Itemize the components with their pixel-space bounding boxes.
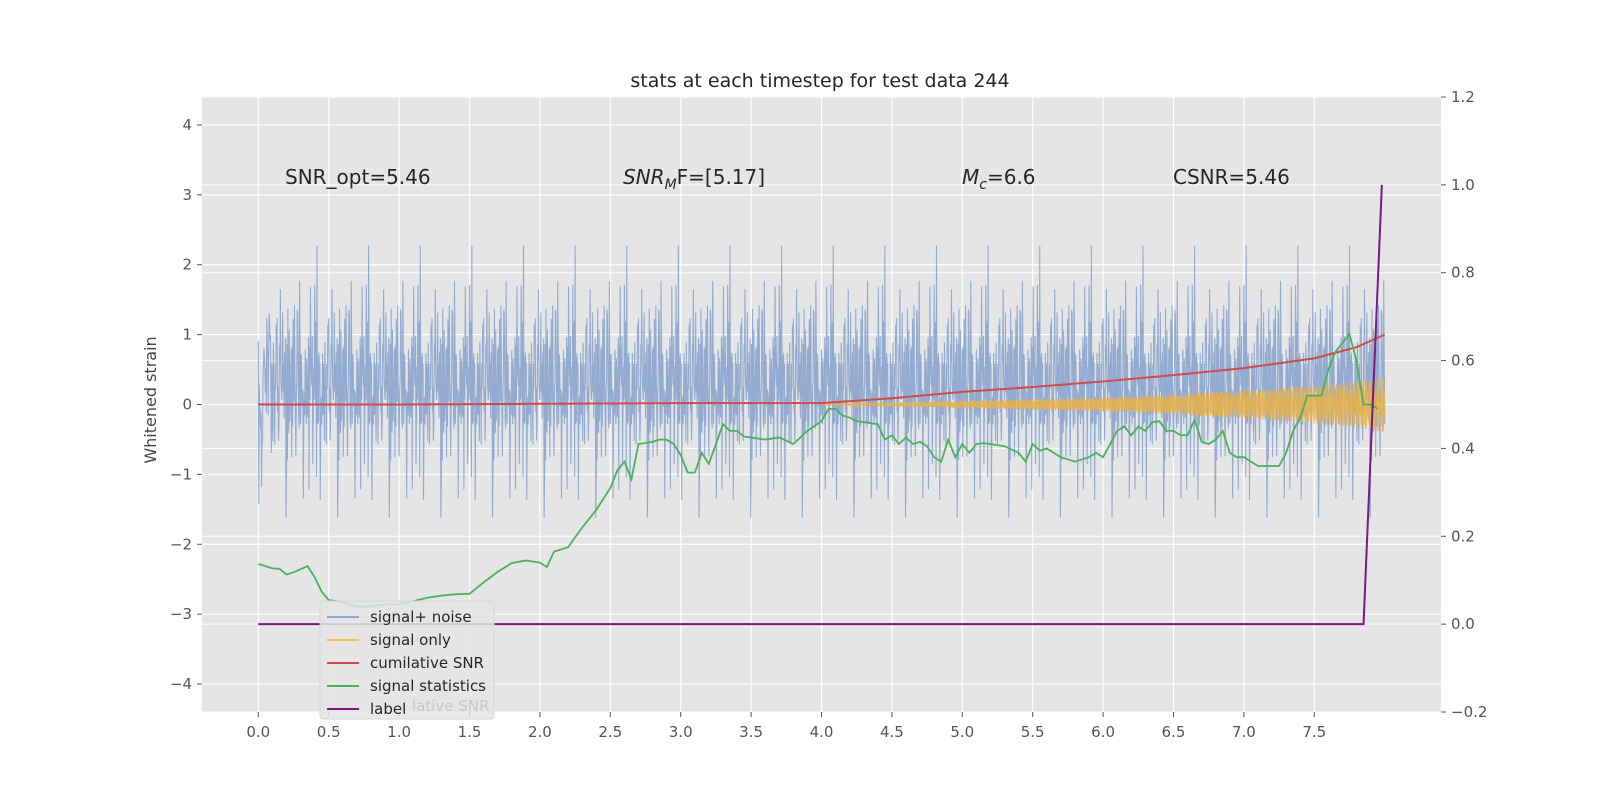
annotation-snr-mf-sub: M — [665, 177, 677, 193]
annotation-mc-rest: =6.6 — [987, 165, 1036, 189]
right-y-tick-label: 0.2 — [1451, 527, 1475, 545]
legend: lative SNR signal+ noise signal only cumil… — [319, 600, 495, 720]
x-tick-label: 5.0 — [950, 723, 974, 741]
y-axis-label: Whitened strain — [141, 336, 160, 463]
y-tick-label: 3 — [182, 186, 192, 204]
annotation-snr-mf-label: SNR — [623, 165, 665, 189]
annotation-snr-opt: SNR_opt=5.46 — [285, 165, 431, 189]
annotation-mc: Mc=6.6 — [962, 165, 1036, 193]
x-tick-label: 0.0 — [246, 723, 270, 741]
x-tick-label: 4.5 — [880, 723, 904, 741]
annotation-csnr: CSNR=5.46 — [1173, 165, 1290, 189]
y-tick-label: −2 — [170, 535, 192, 553]
x-tick-label: 7.5 — [1302, 723, 1326, 741]
y-tick-label: 0 — [182, 396, 192, 414]
x-tick-label: 5.5 — [1021, 723, 1045, 741]
right-y-tick-label: 0.6 — [1451, 352, 1475, 370]
legend-label: cumilative SNR — [370, 654, 484, 672]
series-signal-only-line — [821, 377, 1386, 432]
x-tick-label: 1.5 — [458, 723, 482, 741]
annotation-snr-mf-rest: F=[5.17] — [677, 165, 765, 189]
x-tick-label: 2.5 — [598, 723, 622, 741]
chart-title: stats at each timestep for test data 244 — [630, 70, 1009, 92]
right-y-tick-label: 0.0 — [1451, 615, 1475, 633]
x-tick-label: 7.0 — [1232, 723, 1256, 741]
annotation-mc-label: M — [962, 165, 979, 189]
right-y-tick-label: 0.4 — [1451, 439, 1475, 457]
x-tick-label: 6.0 — [1091, 723, 1115, 741]
x-tick-label: 3.0 — [669, 723, 693, 741]
legend-ghost-text: lative SNR — [412, 697, 489, 715]
series-signal-statistics-line — [258, 332, 1379, 608]
y-tick-label: −3 — [170, 605, 192, 623]
right-y-tick-label: 1.2 — [1451, 88, 1475, 106]
right-y-tick-label: −0.2 — [1451, 703, 1487, 721]
right-y-tick-label: 0.8 — [1451, 264, 1475, 282]
y-tick-label: −1 — [170, 465, 192, 483]
x-tick-label: 2.0 — [528, 723, 552, 741]
series-label-line — [258, 184, 1383, 626]
x-tick-label: 0.5 — [317, 723, 341, 741]
x-tick-label: 6.5 — [1162, 723, 1186, 741]
y-tick-label: −4 — [170, 675, 192, 693]
y-tick-label: 1 — [182, 326, 192, 344]
legend-label: signal+ noise — [370, 608, 472, 626]
annotation-snr-mf: SNRMF=[5.17] — [623, 165, 765, 193]
series-signal-noise-line — [257, 245, 1386, 518]
y-tick-label: 2 — [182, 256, 192, 274]
annotations: SNR_opt=5.46 SNRMF=[5.17] Mc=6.6 CSNR=5.… — [285, 165, 1290, 193]
annotation-mc-sub: c — [979, 177, 987, 193]
x-tick-label: 1.0 — [387, 723, 411, 741]
x-tick-label: 4.0 — [810, 723, 834, 741]
y-tick-label: 4 — [182, 116, 192, 134]
legend-label: label — [370, 700, 406, 718]
legend-box — [319, 600, 495, 720]
legend-label: signal only — [370, 631, 451, 649]
legend-entries: signal+ noise signal only cumilative SNR si… — [327, 608, 486, 718]
right-y-tick-label: 1.0 — [1451, 176, 1475, 194]
legend-label: signal statistics — [370, 677, 486, 695]
x-tick-label: 3.5 — [739, 723, 763, 741]
series-cumulative-snr-line — [258, 333, 1386, 406]
